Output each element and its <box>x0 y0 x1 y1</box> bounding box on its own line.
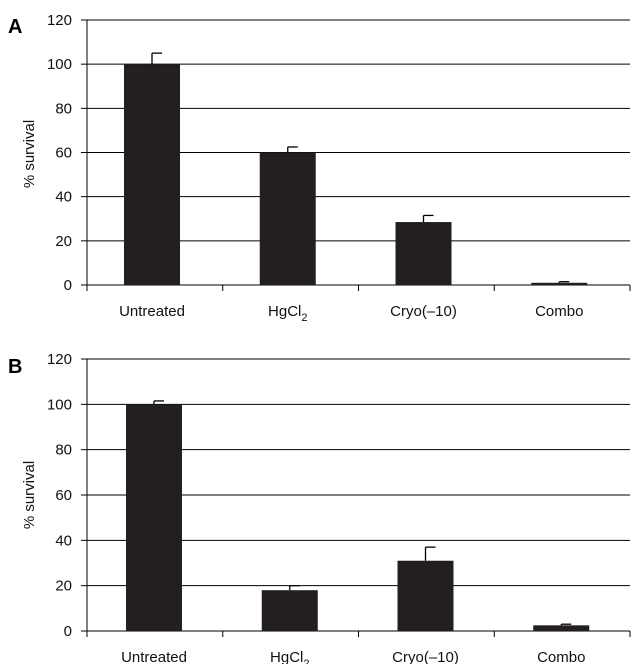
bar <box>126 404 182 631</box>
y-tick-label: 60 <box>55 145 72 162</box>
bar <box>124 64 180 286</box>
x-tick-label: HgCl2 <box>270 649 309 664</box>
x-tick-label: Combo <box>535 303 583 320</box>
bar <box>397 560 454 631</box>
y-tick-label: 0 <box>64 277 72 294</box>
y-tick-label: 100 <box>47 56 72 73</box>
y-tick-label: 20 <box>55 578 72 595</box>
y-tick-label: 40 <box>55 532 72 549</box>
y-tick-label: 120 <box>47 12 72 29</box>
chart-panel-a: A % survival 0 20 40 60 80 100 120 Untreated HgC… <box>8 12 631 324</box>
bar <box>533 625 590 631</box>
panel-label: A <box>8 16 22 38</box>
x-tick-label: Combo <box>537 649 585 664</box>
x-tick-label: Untreated <box>121 649 187 664</box>
x-tick-label: Untreated <box>119 303 185 320</box>
x-tick-label: HgCl2 <box>268 303 307 324</box>
bar <box>531 282 588 285</box>
y-axis-title: % survival <box>21 120 38 188</box>
x-tick-label: Cryo(–10) <box>390 303 457 320</box>
bar <box>261 590 318 631</box>
chart-panel-b: B % survival 0 20 40 60 80 100 120 Untreated HgC… <box>8 351 631 664</box>
y-tick-label: 80 <box>55 100 72 117</box>
y-tick-label: 60 <box>55 487 72 504</box>
y-tick-label: 40 <box>55 189 72 206</box>
y-tick-label: 100 <box>47 396 72 413</box>
bar <box>395 222 452 285</box>
y-tick-label: 0 <box>64 623 72 640</box>
x-tick-label: Cryo(–10) <box>392 649 459 664</box>
bar <box>259 152 316 285</box>
y-tick-label: 20 <box>55 233 72 250</box>
panel-label: B <box>8 356 22 378</box>
y-tick-label: 80 <box>55 442 72 459</box>
y-tick-label: 120 <box>47 351 72 368</box>
y-axis-title: % survival <box>21 461 38 529</box>
